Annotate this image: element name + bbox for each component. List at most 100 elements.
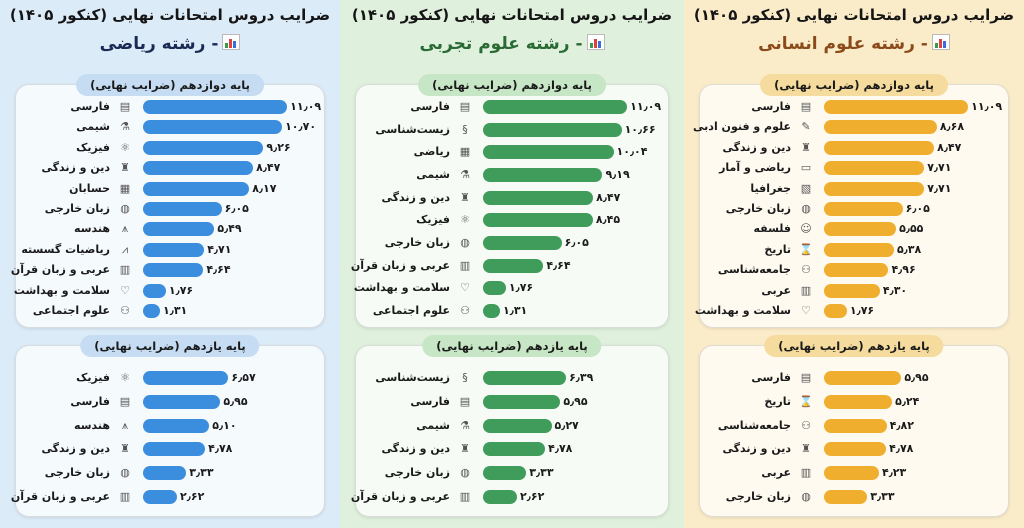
panel-title: ضرایب دروس امتحانات نهایی (کنکور ۱۴۰۵) — [693, 6, 1015, 24]
category-label: شیمی — [76, 120, 110, 134]
bar — [143, 490, 178, 504]
bar — [143, 283, 166, 298]
flask-icon: ⚗ — [460, 168, 470, 181]
bar — [824, 418, 887, 433]
book-icon: ▤ — [800, 100, 812, 113]
people-icon: ⚇ — [801, 418, 811, 432]
bar — [824, 442, 887, 457]
category-label: فیزیک — [76, 140, 110, 154]
value-label: ۴٫۷۱ — [207, 242, 232, 256]
bar — [483, 418, 552, 433]
chart-title-pill: پایه یازدهم (ضرایب نهایی) — [764, 335, 944, 357]
bar — [824, 466, 879, 481]
value-label: ۸٫۶۸ — [939, 120, 965, 134]
category-label: زبان خارجی — [44, 202, 110, 215]
mosque-icon: ♜ — [460, 442, 470, 456]
heart-icon: ♡ — [801, 304, 811, 317]
value-label: ۸٫۴۵ — [595, 213, 621, 227]
panel-title: ضرایب دروس امتحانات نهایی (کنکور ۱۴۰۵) — [351, 6, 673, 24]
category-label: هندسه — [74, 418, 110, 432]
category-label: زبان خارجی — [725, 202, 791, 215]
bar — [143, 394, 221, 409]
category-label: تاریخ — [764, 394, 791, 408]
bar — [824, 100, 969, 114]
subtitle-text: - رشته ریاضی — [99, 34, 219, 54]
panel-math: ضرایب دروس امتحانات نهایی (کنکور ۱۴۰۵) -… — [0, 0, 340, 528]
value-label: ۸٫۴۷ — [937, 140, 962, 154]
scroll-icon: ▥ — [459, 490, 471, 503]
people-icon: ⚇ — [120, 304, 130, 317]
category-label: زیست‌شناسی — [375, 122, 450, 136]
value-label: ۴٫۹۶ — [891, 263, 916, 277]
pen-icon: ✎ — [801, 120, 811, 134]
category-label: زبان خارجی — [384, 466, 450, 480]
mosque-icon: ♜ — [801, 442, 811, 456]
value-label: ۲٫۶۲ — [180, 490, 205, 503]
value-label: ۸٫۴۷ — [256, 161, 281, 175]
bar — [143, 181, 250, 196]
value-label: ۶٫۳۹ — [569, 371, 594, 384]
head-icon: ☺ — [800, 222, 812, 236]
value-label: ۵٫۹۵ — [563, 394, 588, 408]
bar — [143, 202, 222, 216]
bar — [824, 371, 902, 385]
heart-icon: ♡ — [460, 281, 470, 295]
value-label: ۴٫۶۴ — [206, 263, 231, 277]
bar — [824, 263, 889, 278]
book-icon: ▤ — [119, 100, 131, 113]
globe-icon: ◍ — [460, 236, 470, 249]
value-label: ۳٫۳۳ — [870, 490, 895, 503]
bar — [824, 161, 925, 176]
category-label: فارسی — [410, 100, 450, 113]
compass-icon: ⩚ — [121, 222, 129, 236]
scroll-icon: ▥ — [119, 490, 131, 503]
panel-subtitle: - رشته علوم تجربی — [340, 34, 684, 54]
value-label: ۱۰٫۰۴ — [616, 145, 648, 159]
bar — [483, 168, 603, 182]
bar — [824, 242, 894, 257]
value-label: ۱٫۷۶ — [168, 283, 194, 297]
atom-icon: ⚛ — [460, 213, 470, 227]
value-label: ۱۰٫۷۰ — [285, 120, 317, 134]
value-label: ۴٫۷۸ — [548, 442, 573, 456]
bar — [824, 181, 925, 196]
bar — [483, 145, 614, 160]
chart-title-pill: پایه دوازدهم (ضرایب نهایی) — [76, 74, 264, 96]
value-label: ۷٫۷۱ — [927, 181, 952, 195]
category-label: حسابان — [69, 181, 110, 195]
scroll-icon: ▥ — [459, 258, 471, 272]
value-label: ۵٫۳۸ — [896, 242, 922, 256]
category-label: ریاضی و آمار — [719, 161, 791, 175]
category-label: دین و زندگی — [41, 442, 110, 456]
bar — [824, 304, 847, 318]
bar — [143, 242, 205, 257]
bar — [143, 442, 206, 457]
value-label: ۵٫۹۵ — [904, 371, 929, 384]
value-label: ۱٫۳۱ — [503, 304, 528, 317]
panel-subtitle: - رشته ریاضی — [0, 34, 340, 54]
bar — [143, 222, 215, 237]
flask-icon: ⚗ — [120, 120, 130, 134]
bar — [483, 281, 506, 296]
value-label: ۲٫۶۲ — [520, 490, 545, 503]
value-label: ۶٫۵۷ — [231, 371, 256, 384]
category-label: فلسفه — [753, 222, 791, 236]
value-label: ۱۱٫۰۹ — [290, 100, 322, 113]
category-label: علوم اجتماعی — [32, 304, 110, 317]
book-icon: ▤ — [119, 394, 131, 408]
mosque-icon: ♜ — [120, 161, 130, 175]
category-label: دین و زندگی — [722, 140, 791, 154]
category-label: زبان خارجی — [384, 236, 450, 249]
heart-icon: ♡ — [120, 283, 130, 297]
bar — [824, 283, 880, 298]
category-label: شیمی — [416, 418, 450, 432]
scroll-icon: ▥ — [800, 283, 812, 297]
panel-experimental-sciences: ضرایب دروس امتحانات نهایی (کنکور ۱۴۰۵) -… — [340, 0, 684, 528]
category-label: عربی و زبان قرآن — [10, 263, 110, 277]
bar — [143, 100, 288, 114]
value-label: ۴٫۸۲ — [889, 418, 914, 432]
value-label: ۹٫۱۹ — [605, 168, 630, 181]
bar — [143, 304, 161, 318]
value-label: ۱٫۳۱ — [163, 304, 188, 317]
compass-icon: ⩚ — [121, 418, 129, 432]
